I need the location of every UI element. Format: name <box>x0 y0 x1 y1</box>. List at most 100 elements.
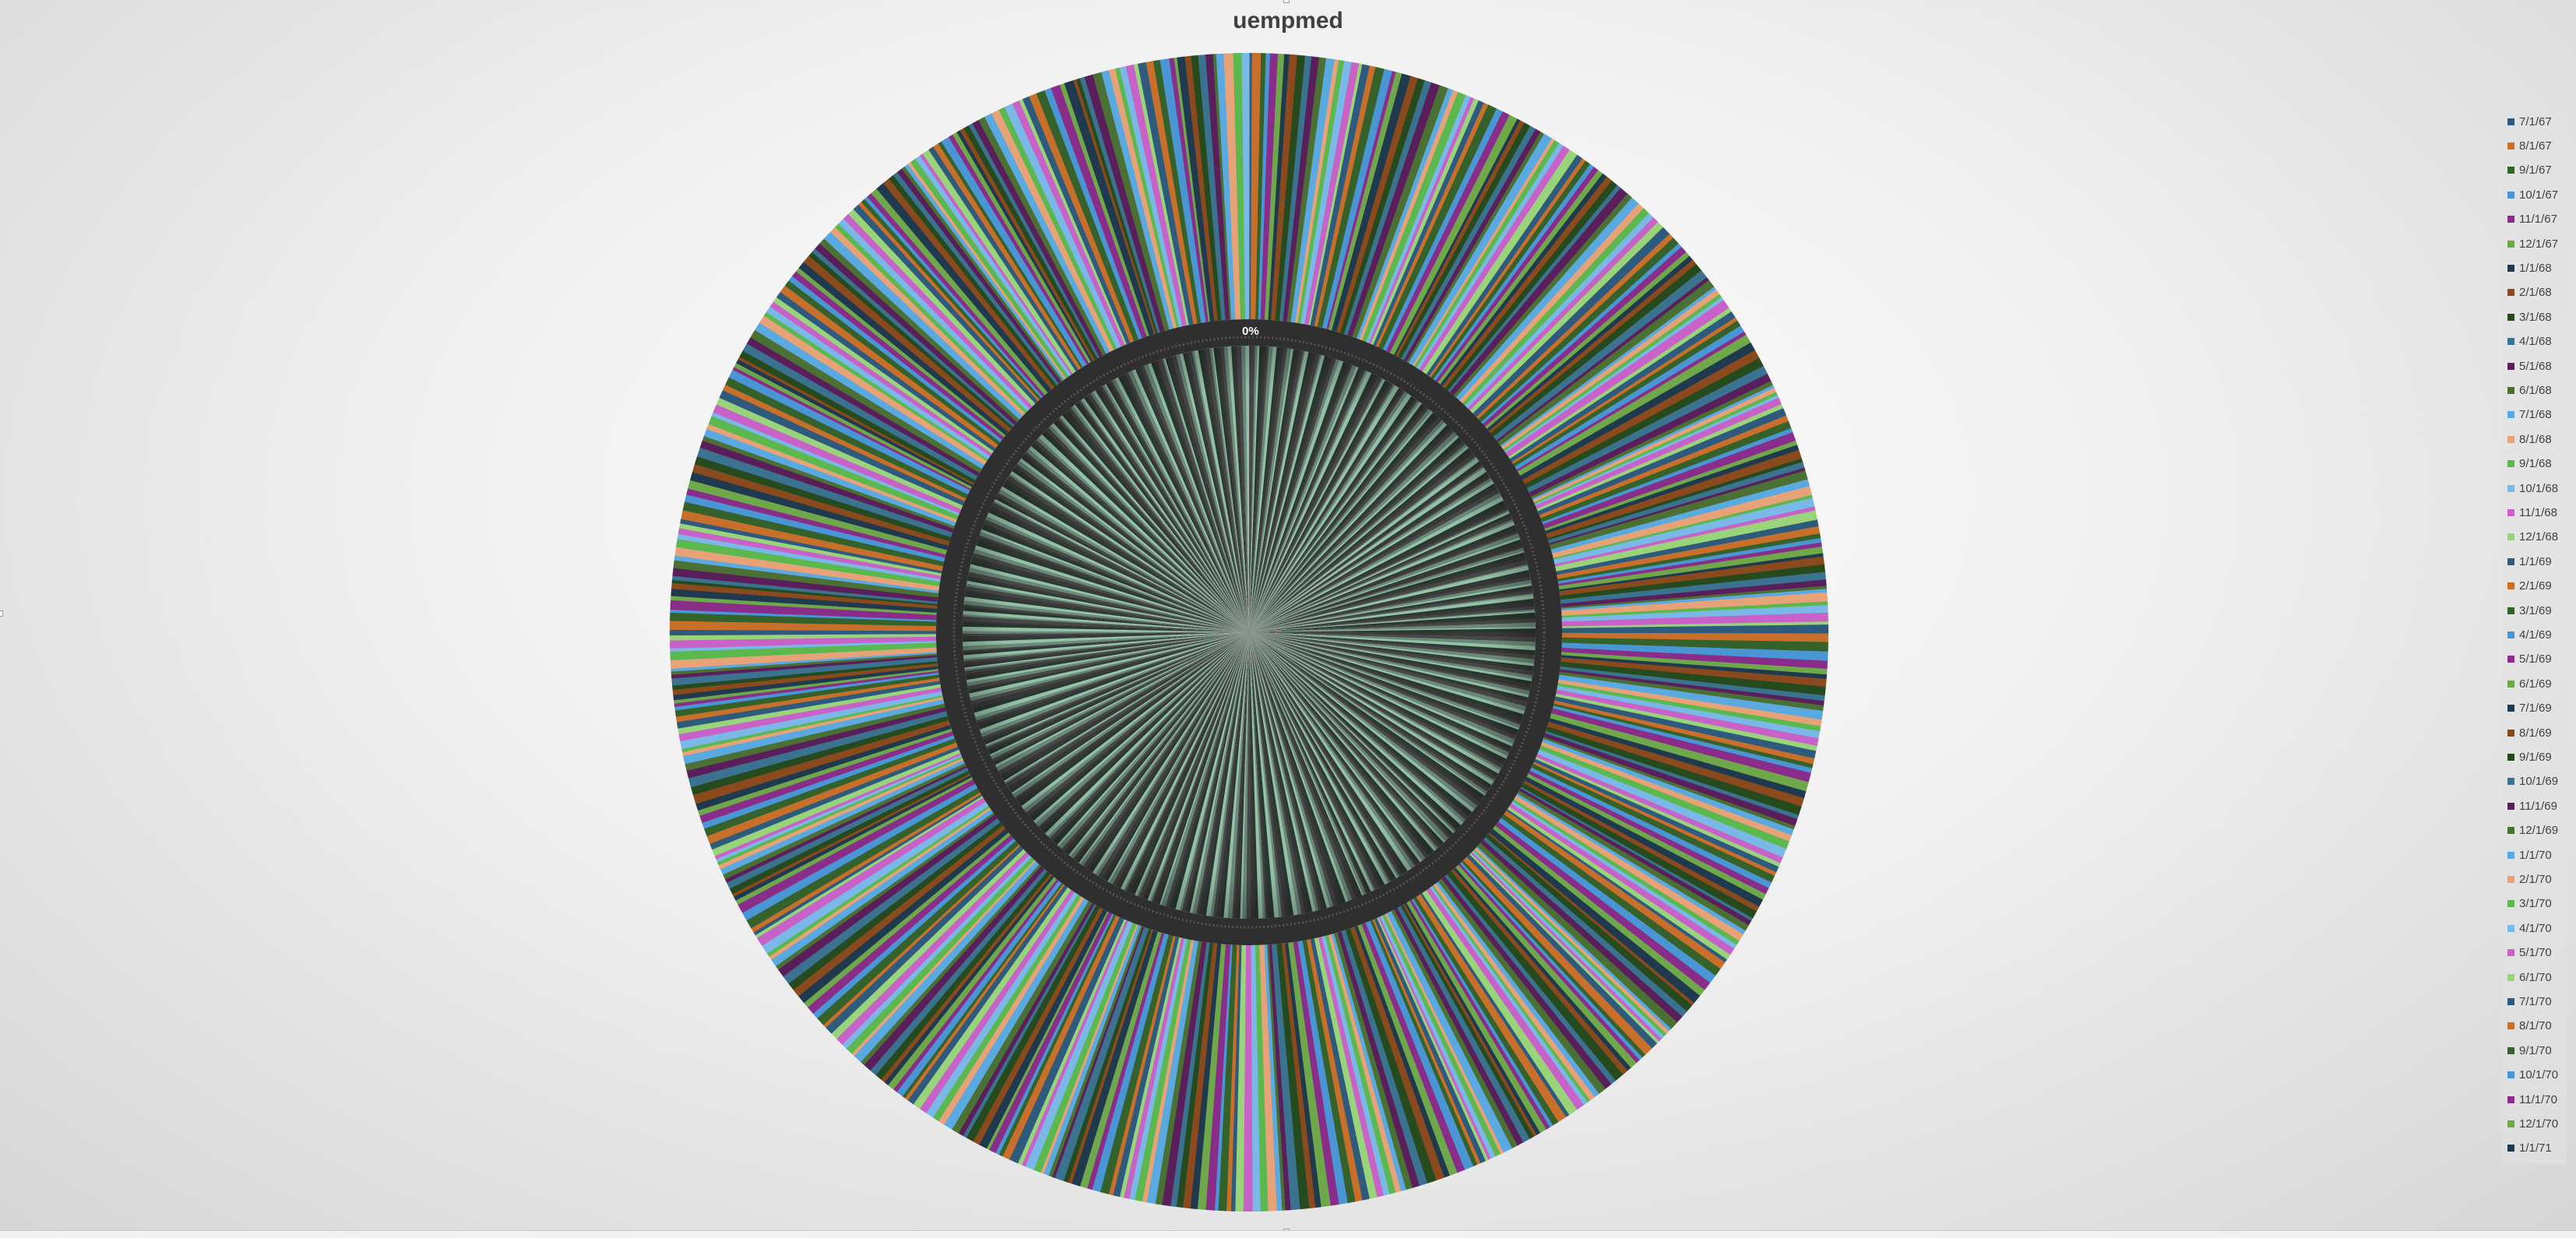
pie-slice[interactable] <box>901 166 1064 382</box>
pie-slice[interactable] <box>870 868 1047 1075</box>
pie-slice[interactable] <box>1374 917 1486 1164</box>
pie-slice[interactable] <box>1537 749 1786 858</box>
pie-slice[interactable] <box>938 141 1083 368</box>
pie-slice[interactable] <box>1520 786 1753 922</box>
pie-slice[interactable] <box>1108 69 1177 329</box>
legend-item[interactable]: 2/1/70 <box>2507 870 2552 888</box>
pie-slice[interactable] <box>1361 923 1466 1173</box>
pie-slice[interactable] <box>1318 937 1384 1198</box>
pie-slice[interactable] <box>1297 941 1348 1205</box>
legend-item[interactable]: 12/1/69 <box>2507 822 2558 839</box>
pie-slice[interactable] <box>1520 342 1756 480</box>
pie-slice[interactable] <box>1459 203 1645 403</box>
pie-slice[interactable] <box>718 758 964 870</box>
pie-slice[interactable] <box>875 871 1050 1080</box>
pie-slice[interactable] <box>1554 700 1815 765</box>
pie-slice[interactable] <box>915 155 1072 377</box>
pie-slice[interactable] <box>1449 188 1628 396</box>
pie-slice[interactable] <box>883 178 1055 390</box>
pie-slice[interactable] <box>1402 903 1537 1138</box>
pie-slice[interactable] <box>1512 799 1740 946</box>
pie-slice[interactable] <box>1197 944 1226 1210</box>
pie-slice[interactable] <box>1560 572 1826 604</box>
pie-slice[interactable] <box>669 629 937 636</box>
pie-slice[interactable] <box>724 765 967 883</box>
pie-slice[interactable] <box>1022 96 1131 345</box>
pie-slice[interactable] <box>928 146 1079 372</box>
pie-slice[interactable] <box>670 588 938 613</box>
pie-slice[interactable] <box>1321 935 1390 1196</box>
pie-slice[interactable] <box>1004 103 1121 349</box>
pie-slice[interactable] <box>1284 942 1321 1208</box>
pie-slice[interactable] <box>1001 915 1120 1160</box>
pie-slice[interactable] <box>1337 931 1420 1188</box>
pie-slice[interactable] <box>686 487 946 558</box>
pie-slice[interactable] <box>1561 632 1828 643</box>
pie-slice[interactable] <box>670 600 937 621</box>
legend-item[interactable]: 2/1/69 <box>2507 578 2552 595</box>
legend-item[interactable]: 12/1/67 <box>2507 235 2558 252</box>
pie-slice[interactable] <box>755 796 984 938</box>
pie-slice[interactable] <box>1258 944 1277 1212</box>
pie-slice[interactable] <box>1431 885 1591 1103</box>
pie-slice[interactable] <box>1549 467 1806 546</box>
pie-slice[interactable] <box>777 814 998 977</box>
pie-slice[interactable] <box>695 724 952 811</box>
ring-band[interactable] <box>936 319 1562 945</box>
pie-slice[interactable] <box>998 914 1116 1157</box>
pie-slice[interactable] <box>1549 718 1807 799</box>
pie-slice[interactable] <box>1453 867 1631 1071</box>
pie-slice[interactable] <box>1478 237 1679 423</box>
pie-slice[interactable] <box>1533 388 1777 503</box>
pie-slice[interactable] <box>670 653 938 675</box>
pie-slice[interactable] <box>1295 59 1339 323</box>
pie-slice[interactable] <box>670 612 937 627</box>
pie-slice[interactable] <box>1451 869 1628 1075</box>
pie-slice[interactable] <box>1114 67 1180 328</box>
pie-slice[interactable] <box>788 821 1003 990</box>
pie-slice[interactable] <box>1352 85 1449 339</box>
pie-slice[interactable] <box>1350 927 1445 1181</box>
pie-slice[interactable] <box>1268 54 1290 320</box>
pie-slice[interactable] <box>1501 289 1720 450</box>
pie-slice[interactable] <box>1442 176 1613 389</box>
pie-slice[interactable] <box>1561 612 1828 627</box>
pie-slice[interactable] <box>1386 911 1512 1153</box>
pie-slice[interactable] <box>737 356 974 485</box>
pie-slice[interactable] <box>1400 905 1534 1140</box>
pie-slice[interactable] <box>831 849 1026 1039</box>
pie-slice[interactable] <box>725 377 969 499</box>
pie-slice[interactable] <box>723 763 966 880</box>
pie-slice[interactable] <box>1258 53 1271 320</box>
pie-slice[interactable] <box>1516 331 1747 472</box>
pie-slice[interactable] <box>1490 263 1702 438</box>
pie-slice[interactable] <box>1336 76 1419 333</box>
pie-slice[interactable] <box>695 455 952 542</box>
pie-slice[interactable] <box>1496 277 1710 442</box>
pie-slice[interactable] <box>1536 754 1783 864</box>
pie-slice[interactable] <box>1243 944 1253 1212</box>
legend-item[interactable]: 8/1/67 <box>2507 137 2552 154</box>
pie-slice[interactable] <box>704 428 956 526</box>
pie-slice[interactable] <box>1394 908 1524 1146</box>
pie-slice[interactable] <box>1411 899 1554 1128</box>
pie-slice[interactable] <box>846 856 1035 1054</box>
pie-slice[interactable] <box>1561 589 1828 611</box>
pie-slice[interactable] <box>1325 934 1396 1194</box>
legend-item[interactable]: 10/1/69 <box>2507 773 2558 790</box>
legend-item[interactable]: 7/1/69 <box>2507 700 2552 717</box>
pie-slice[interactable] <box>1557 685 1821 739</box>
pie-slice[interactable] <box>815 243 1018 425</box>
pie-slice[interactable] <box>1558 542 1822 586</box>
pie-slice[interactable] <box>1555 510 1818 572</box>
pie-slice[interactable] <box>1542 427 1793 525</box>
pie-slice[interactable] <box>682 501 945 567</box>
pie-slice[interactable] <box>1543 432 1797 529</box>
legend-item[interactable]: 6/1/68 <box>2507 382 2552 399</box>
pie-slice[interactable] <box>1040 924 1138 1174</box>
pie-slice[interactable] <box>674 670 939 707</box>
pie-slice[interactable] <box>1174 57 1211 322</box>
pie-slice[interactable] <box>1480 839 1683 1023</box>
pie-slice[interactable] <box>1533 392 1778 505</box>
pie-slice[interactable] <box>1406 901 1547 1134</box>
